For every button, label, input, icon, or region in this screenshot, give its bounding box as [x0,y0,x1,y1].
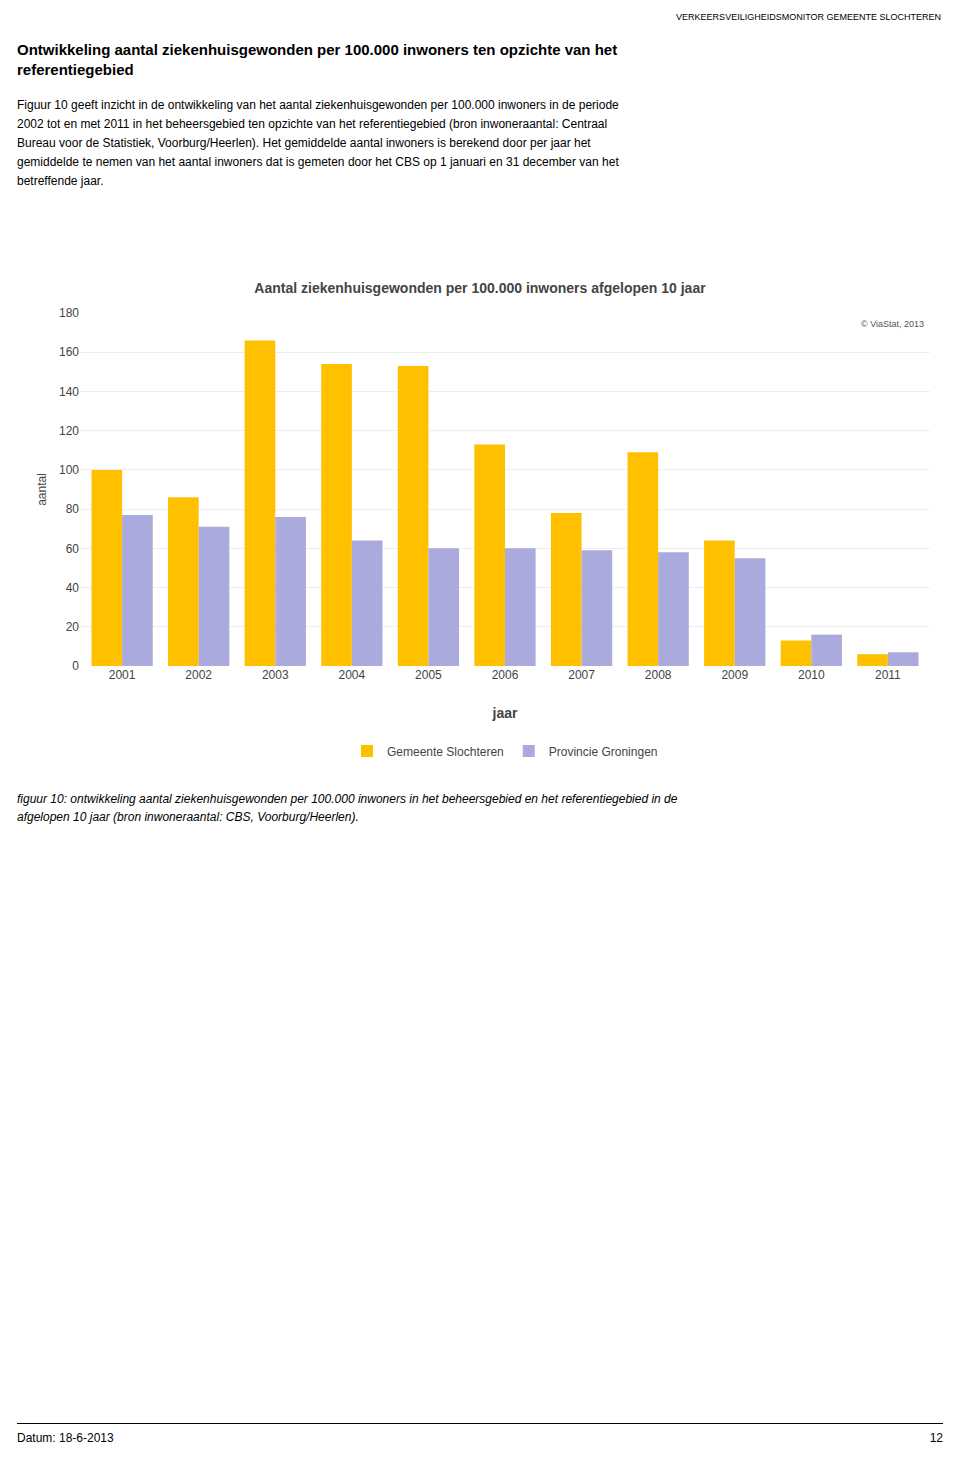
svg-text:0: 0 [72,659,79,673]
svg-text:Gemeente Slochteren: Gemeente Slochteren [387,745,504,759]
html-text:figuur 10: ontwikkeling aantal: figuur 10: ontwikkeling aantal ziekenhui… [17,792,678,806]
html-text:12: 12 [929,1431,943,1445]
svg-text:140: 140 [59,385,79,399]
svg-text:160: 160 [59,345,79,359]
svg-text:180: 180 [59,306,79,320]
svg-text:2003: 2003 [262,668,289,682]
html-text:referentiegebied: referentiegebied [17,61,134,78]
svg-text:2001: 2001 [109,668,136,682]
html-text:2002 tot en met 2011 in het be: 2002 tot en met 2011 in het beheersgebie… [17,117,608,131]
html-text:Figuur 10 geeft inzicht in de: Figuur 10 geeft inzicht in de ontwikkeli… [17,98,619,112]
svg-text:60: 60 [66,542,80,556]
svg-text:aantal: aantal [35,473,49,506]
svg-text:2007: 2007 [568,668,595,682]
svg-text:Provincie Groningen: Provincie Groningen [549,745,658,759]
svg-text:100: 100 [59,463,79,477]
html-text:gemiddelde te nemen van het aa: gemiddelde te nemen van het aantal inwon… [17,155,619,169]
html-text:Datum: 18-6-2013: Datum: 18-6-2013 [17,1431,114,1445]
svg-text:Aantal ziekenhuisgewonden per: Aantal ziekenhuisgewonden per 100.000 in… [254,280,706,296]
svg-text:2006: 2006 [492,668,519,682]
svg-text:jaar: jaar [492,705,518,721]
svg-text:40: 40 [66,581,80,595]
svg-text:2002: 2002 [185,668,212,682]
html-text:betreffende jaar.: betreffende jaar. [17,174,104,188]
svg-text:80: 80 [66,502,80,516]
svg-text:© ViaStat, 2013: © ViaStat, 2013 [861,319,924,329]
html-text:VERKEERSVEILIGHEIDSMONITOR GEM: VERKEERSVEILIGHEIDSMONITOR GEMEENTE SLOC… [676,12,941,22]
svg-text:2005: 2005 [415,668,442,682]
svg-text:2009: 2009 [721,668,748,682]
svg-text:2011: 2011 [875,668,901,682]
svg-text:2010: 2010 [798,668,825,682]
html-text:Bureau voor de Statistiek, Voo: Bureau voor de Statistiek, Voorburg/Heer… [17,136,591,150]
svg-text:120: 120 [59,424,79,438]
svg-text:2004: 2004 [338,668,365,682]
svg-text:2008: 2008 [645,668,672,682]
html-text:afgelopen 10 jaar (bron inwone: afgelopen 10 jaar (bron inwoneraantal: C… [17,810,359,824]
svg-text:20: 20 [66,620,80,634]
html-text:Ontwikkeling aantal ziekenhuis: Ontwikkeling aantal ziekenhuisgewonden p… [17,41,618,58]
